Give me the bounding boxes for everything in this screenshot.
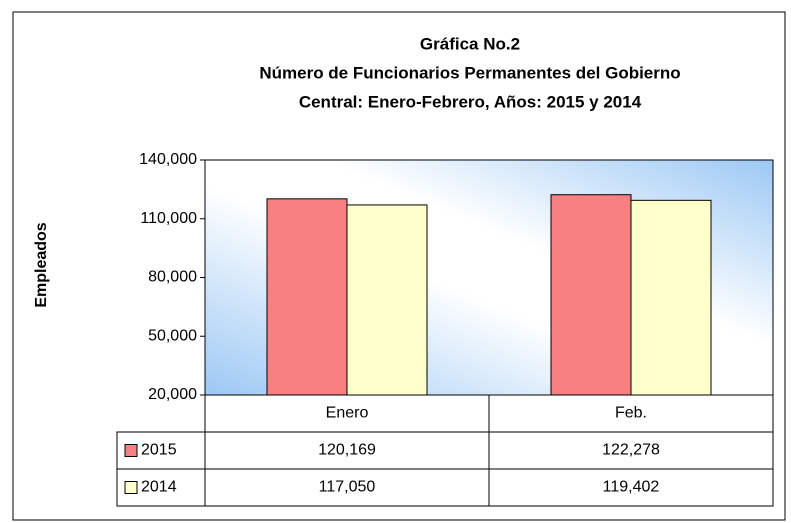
y-axis-label: Empleados: [33, 222, 50, 307]
bar: [630, 199, 712, 396]
legend-swatch: [124, 444, 138, 457]
legend-label: 2014: [141, 479, 177, 496]
table-value: 120,169: [318, 442, 376, 459]
chart-title: Número de Funcionarios Permanentes del G…: [259, 63, 680, 82]
legend-label: 2015: [141, 442, 177, 459]
x-tick-label: Feb.: [615, 405, 647, 422]
legend-swatch: [124, 481, 138, 494]
y-tick-label: 110,000: [140, 210, 197, 227]
chart-title: Gráfica No.2: [420, 34, 520, 53]
table-value: 117,050: [319, 479, 376, 496]
bar: [266, 198, 348, 396]
y-tick-label: 80,000: [148, 269, 197, 286]
chart-title: Central: Enero-Febrero, Años: 2015 y 201…: [299, 92, 642, 111]
bar: [346, 204, 428, 396]
table-value: 122,278: [602, 442, 660, 459]
y-tick-label: 140,000: [139, 151, 197, 168]
y-tick-label: 20,000: [148, 386, 197, 403]
table-value: 119,402: [603, 479, 660, 496]
x-tick-label: Enero: [326, 405, 369, 422]
bar: [550, 194, 632, 396]
y-tick-label: 50,000: [148, 327, 197, 344]
